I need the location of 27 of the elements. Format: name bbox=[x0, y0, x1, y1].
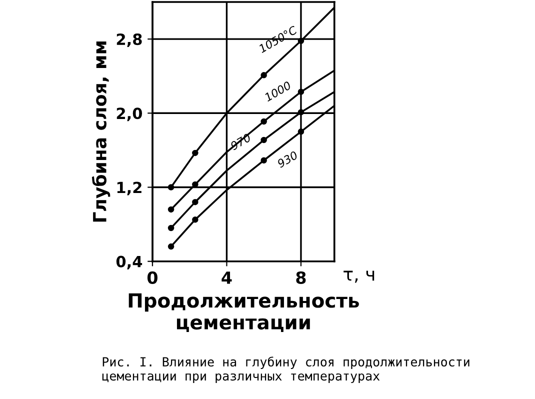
y-tick-label: 0,4 bbox=[116, 256, 142, 270]
x-axis-title: Продолжительность цементации bbox=[128, 293, 359, 332]
y-tick-label: 2,8 bbox=[116, 34, 142, 48]
point bbox=[298, 38, 304, 44]
point bbox=[298, 109, 304, 116]
text: Рис. I. Влияние на глубину слоя продолжительности цементации при различных температурах bbox=[102, 356, 470, 384]
point bbox=[260, 72, 267, 78]
x-tick-label: 8 bbox=[296, 271, 306, 284]
y-axis-title: Глубина слоя, мм bbox=[92, 42, 110, 222]
point bbox=[168, 243, 174, 250]
point bbox=[192, 198, 198, 206]
point bbox=[192, 216, 198, 223]
x-tick-label: 0 bbox=[147, 271, 158, 284]
x-tick-label: 4 bbox=[222, 272, 232, 284]
point bbox=[298, 88, 304, 95]
point bbox=[168, 206, 174, 213]
x2-axis-title: τ, ч bbox=[344, 270, 374, 283]
point bbox=[260, 136, 267, 144]
point bbox=[260, 118, 267, 125]
text: 930 bbox=[276, 150, 298, 168]
point bbox=[192, 150, 198, 156]
point bbox=[168, 184, 174, 190]
point bbox=[168, 224, 174, 232]
y-tick-label: 1,2 bbox=[117, 182, 142, 196]
y-tick-label: 2,0 bbox=[116, 108, 142, 122]
point bbox=[298, 128, 304, 135]
point bbox=[260, 157, 267, 164]
